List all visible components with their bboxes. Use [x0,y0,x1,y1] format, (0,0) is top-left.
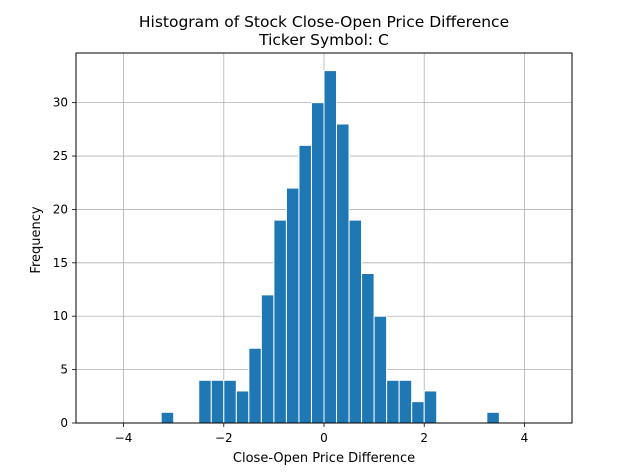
histogram-bar [235,390,250,424]
y-tick-label: 0 [60,416,68,430]
y-tick-label: 15 [53,256,68,270]
y-tick-label: 20 [53,202,68,216]
histogram-bar [336,123,350,424]
x-tick-label: −4 [115,431,133,445]
histogram-bar [411,401,425,424]
y-axis-label: Frequency [29,206,44,273]
chart-title-line-2: Ticker Symbol: C [258,31,389,49]
x-tick-label: 4 [521,431,529,445]
histogram-bar [248,347,262,424]
histogram-bar [260,294,275,424]
histogram-bar [223,379,237,424]
histogram-bar [285,187,300,424]
y-tick-label: 10 [53,309,68,323]
chart-title-line-1: Histogram of Stock Close-Open Price Diff… [139,13,509,31]
histogram-bar [361,273,375,424]
y-tick-label: 25 [53,149,68,163]
histogram-bar [298,144,312,424]
histogram-bar [210,379,225,424]
y-tick-label: 5 [60,363,68,377]
x-axis-label: Close-Open Price Difference [233,451,415,466]
histogram-bar [273,219,287,424]
y-tick-label: 30 [53,96,68,110]
histogram-bar [373,315,388,424]
x-tick-label: 0 [320,431,328,445]
plot-area: −4 −2 0 2 4 0 5 10 15 20 25 30 [53,52,573,445]
x-tick-label: 2 [420,431,428,445]
histogram-bar [198,379,212,424]
histogram-bar [348,219,363,424]
histogram-bar [423,390,438,424]
histogram-bar [160,411,175,424]
histogram-bar [486,411,500,424]
histogram-bar [310,102,325,424]
histogram-bar [323,70,338,424]
x-tick-label: −2 [215,431,233,445]
histogram-bar [386,379,400,424]
histogram-bar [398,379,413,424]
